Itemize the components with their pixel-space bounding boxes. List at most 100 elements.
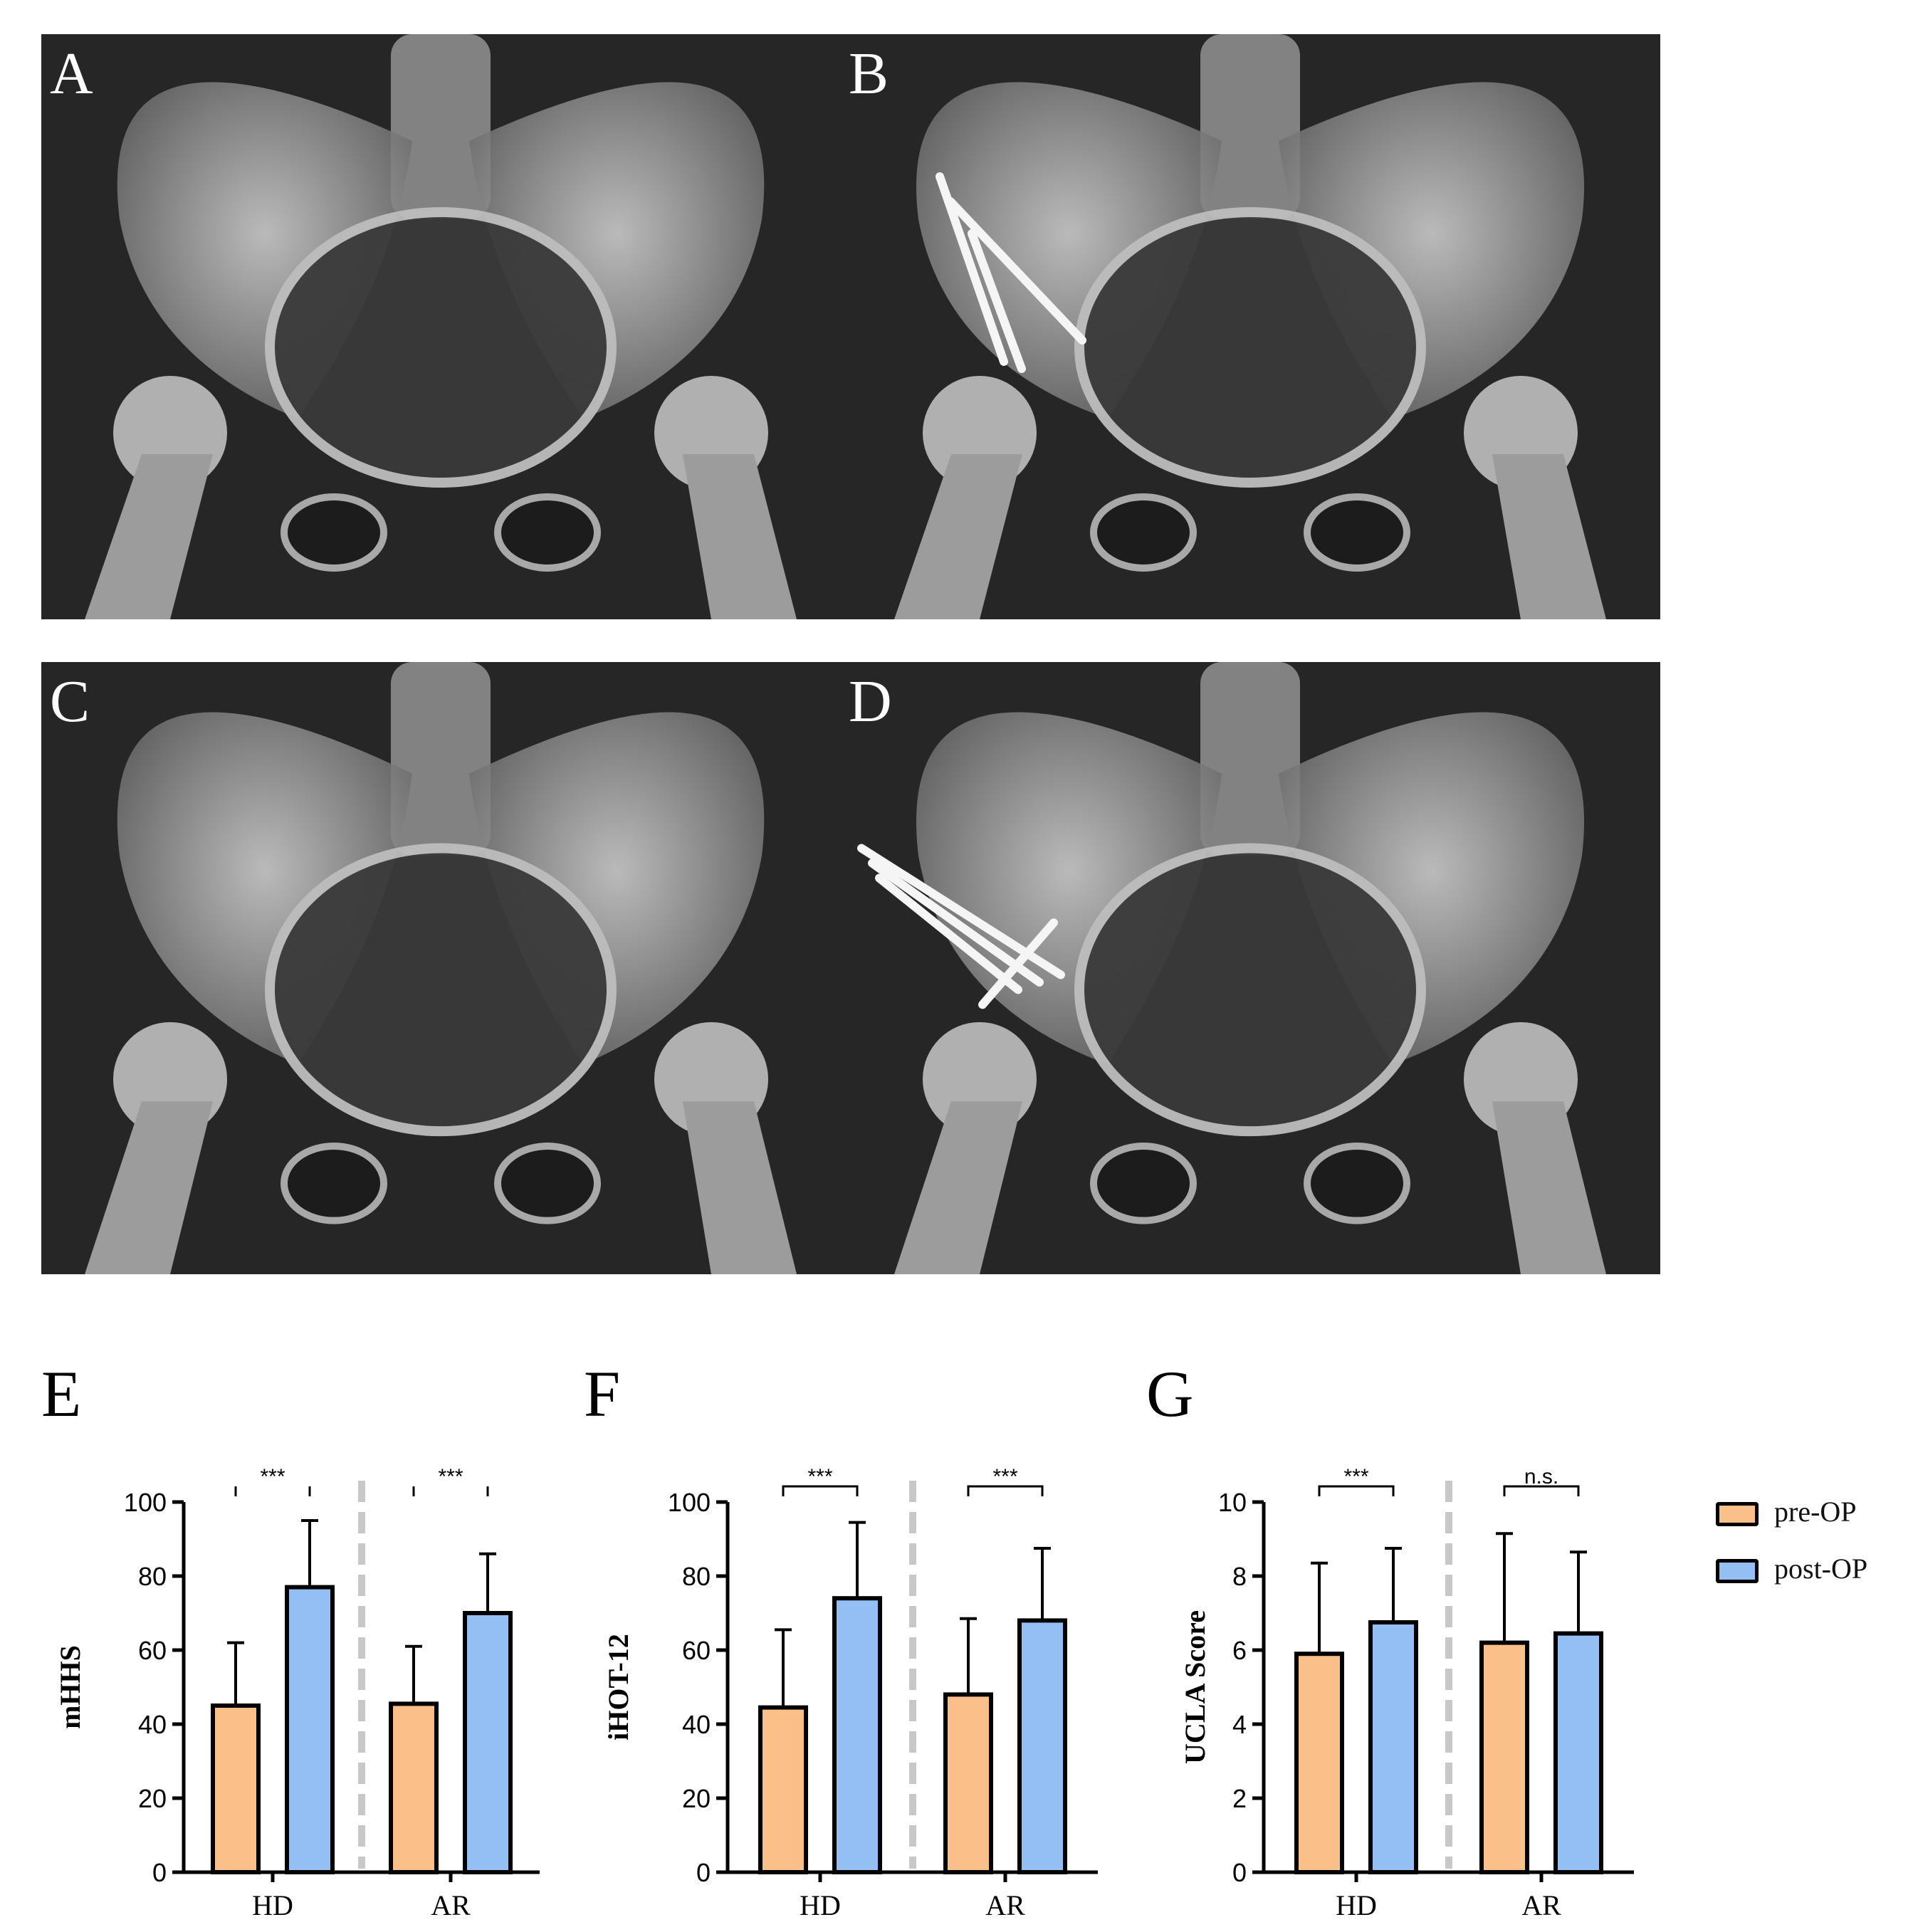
sig-label: *** xyxy=(438,1465,463,1489)
y-tick-label: 60 xyxy=(138,1636,167,1665)
pelvic-inlet xyxy=(1074,207,1426,488)
legend-label-pre: pre-OP xyxy=(1774,1496,1857,1528)
left-obturator xyxy=(1090,493,1197,572)
right-obturator xyxy=(1304,493,1410,572)
spine xyxy=(391,662,491,856)
y-tick-label: 4 xyxy=(1232,1710,1247,1739)
y-tick-label: 0 xyxy=(152,1858,167,1887)
bar-postop-hd xyxy=(1368,1620,1418,1874)
bar-postop-ar xyxy=(463,1611,513,1874)
xray-panel-b: B xyxy=(840,34,1660,619)
panel-label-c: C xyxy=(50,668,90,735)
pelvic-inlet xyxy=(1074,843,1426,1137)
spine xyxy=(1200,662,1300,856)
spine xyxy=(1200,34,1300,219)
right-obturator xyxy=(1304,1143,1410,1224)
left-femur-shaft xyxy=(85,1101,213,1274)
y-axis-label: UCLA Score xyxy=(1179,1610,1211,1764)
spine xyxy=(391,34,491,219)
pelvic-inlet xyxy=(265,843,617,1137)
bar-postop-hd xyxy=(832,1596,882,1874)
x-tick-label: HD xyxy=(1336,1889,1377,1921)
chart-e: 0 20 40 60 80 100 mHHS HD *** AR *** xyxy=(54,1465,540,1921)
bar-postop-ar xyxy=(1553,1631,1603,1874)
bar-preop-hd xyxy=(758,1705,808,1874)
sig-bracket xyxy=(1503,1485,1580,1496)
y-tick-label: 100 xyxy=(124,1488,167,1517)
sig-label: *** xyxy=(992,1465,1017,1489)
y-tick-label: 8 xyxy=(1232,1562,1247,1591)
y-tick-label: 60 xyxy=(682,1636,711,1665)
xray-panel-c: C xyxy=(41,662,840,1274)
y-tick-label: 0 xyxy=(696,1858,711,1887)
panel-label-d: D xyxy=(849,668,892,735)
right-femur-shaft xyxy=(683,1101,797,1274)
right-femur-shaft xyxy=(1492,454,1606,619)
bar-preop-ar xyxy=(943,1692,993,1875)
left-obturator xyxy=(1090,1143,1197,1224)
sig-label: *** xyxy=(260,1465,285,1489)
screw-3 xyxy=(875,873,1022,994)
left-obturator xyxy=(281,1143,387,1224)
panel-label-b: B xyxy=(849,41,889,107)
x-tick-label: AR xyxy=(1521,1889,1561,1921)
screw-4 xyxy=(978,918,1058,1009)
bar-preop-ar xyxy=(389,1701,439,1875)
x-tick-label: AR xyxy=(431,1889,471,1921)
left-femur-shaft xyxy=(894,454,1022,619)
legend-swatch-pre xyxy=(1716,1502,1759,1526)
bar-preop-ar xyxy=(1479,1640,1529,1874)
y-tick-label: 80 xyxy=(138,1562,167,1591)
sig-label: n.s. xyxy=(1524,1465,1558,1489)
legend-label-post: post-OP xyxy=(1774,1553,1868,1585)
pelvis-radiograph-c xyxy=(41,662,840,1274)
y-tick-label: 6 xyxy=(1232,1636,1247,1665)
y-tick-label: 20 xyxy=(138,1784,167,1813)
y-tick-label: 0 xyxy=(1232,1858,1247,1887)
left-obturator xyxy=(281,493,387,572)
y-tick-label: 40 xyxy=(682,1710,711,1739)
panel-label-g: G xyxy=(1146,1358,1194,1430)
sig-bracket xyxy=(782,1485,859,1496)
x-tick-label: HD xyxy=(252,1889,293,1921)
panel-label-e: E xyxy=(41,1358,82,1430)
screw-2 xyxy=(946,197,1086,345)
pelvis-radiograph-b xyxy=(840,34,1660,619)
y-axis-label: iHOT-12 xyxy=(602,1634,634,1741)
y-tick-label: 80 xyxy=(682,1562,711,1591)
bar-postop-ar xyxy=(1017,1618,1067,1874)
left-femur-shaft xyxy=(894,1101,1022,1274)
x-tick-label: AR xyxy=(985,1889,1025,1921)
chart-g: 0 2 4 6 8 10 UCLA Score HD *** AR n.s. xyxy=(1179,1465,1634,1921)
pelvis-radiograph-a xyxy=(41,34,840,619)
panel-label-f: F xyxy=(584,1358,621,1430)
chart-f: 0 20 40 60 80 100 iHOT-12 HD *** AR *** xyxy=(602,1465,1098,1921)
y-axis-label: mHHS xyxy=(54,1645,86,1729)
sig-bracket xyxy=(967,1485,1044,1496)
bar-preop-hd xyxy=(211,1703,261,1874)
sig-bracket xyxy=(1318,1485,1395,1496)
sig-label: *** xyxy=(807,1465,832,1489)
screw-2 xyxy=(868,859,1044,987)
right-obturator xyxy=(494,493,601,572)
right-obturator xyxy=(494,1143,601,1224)
y-tick-label: 2 xyxy=(1232,1784,1247,1813)
right-femur-shaft xyxy=(683,454,797,619)
screw-3 xyxy=(968,229,1026,373)
y-tick-label: 40 xyxy=(138,1710,167,1739)
xray-panel-d: D xyxy=(840,662,1660,1274)
legend-swatch-post xyxy=(1716,1559,1759,1583)
bar-preop-hd xyxy=(1294,1652,1344,1874)
y-tick-label: 20 xyxy=(682,1784,711,1813)
bar-charts: 020406080100mHHSHD***AR***020406080100iH… xyxy=(54,1465,1634,1921)
panel-label-a: A xyxy=(50,41,93,107)
sig-label: *** xyxy=(1343,1465,1368,1489)
xray-panel-a: A xyxy=(41,34,840,619)
x-tick-label: HD xyxy=(800,1889,841,1921)
pelvis-radiograph-d xyxy=(840,662,1660,1274)
y-tick-label: 100 xyxy=(668,1488,711,1517)
pelvic-inlet xyxy=(265,207,617,488)
bar-postop-hd xyxy=(285,1585,335,1874)
right-femur-shaft xyxy=(1492,1101,1606,1274)
y-tick-label: 10 xyxy=(1218,1488,1247,1517)
